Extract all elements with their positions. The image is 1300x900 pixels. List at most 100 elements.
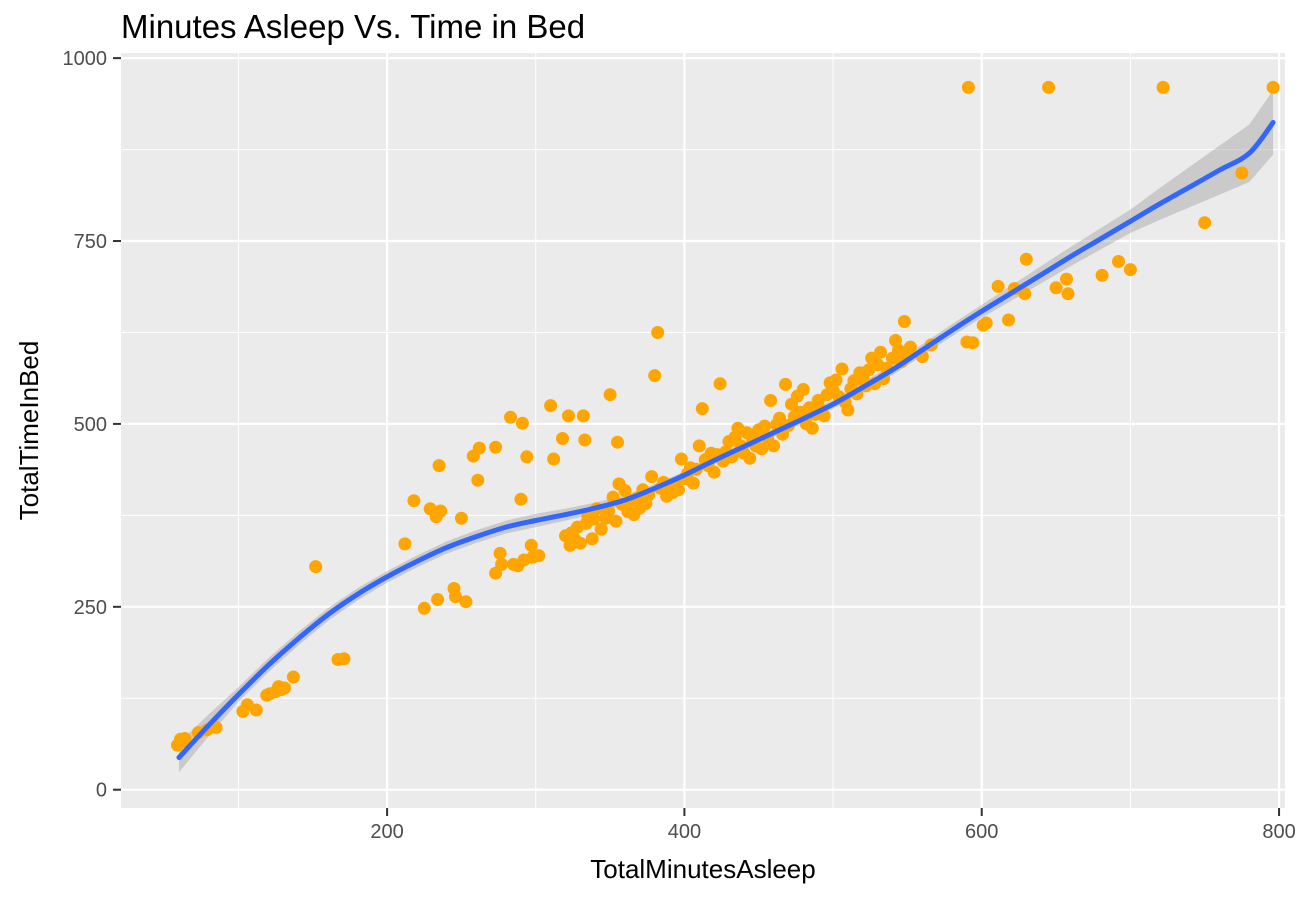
data-point [764, 394, 778, 407]
data-point [979, 316, 993, 330]
data-point [1095, 268, 1109, 282]
smooth-line [176, 120, 1276, 760]
x-tick-label: 400 [668, 821, 701, 843]
data-point [707, 465, 721, 479]
data-point [472, 441, 486, 455]
data-point [449, 590, 462, 604]
data-point [841, 403, 855, 417]
data-point [773, 411, 787, 425]
data-point [686, 476, 700, 490]
data-point [524, 538, 538, 552]
data-point [1002, 313, 1015, 327]
data-point [407, 494, 421, 508]
data-point [609, 514, 623, 528]
data-point [1266, 80, 1280, 94]
data-point [520, 450, 534, 464]
data-point [796, 383, 810, 396]
data-point [547, 452, 561, 466]
data-point [674, 452, 688, 466]
data-point [961, 80, 975, 94]
x-tick-label: 600 [965, 821, 998, 843]
data-point [645, 470, 659, 484]
data-point [309, 560, 323, 574]
data-point [1019, 252, 1033, 266]
data-point [692, 439, 706, 453]
data-point [1060, 272, 1073, 286]
data-points [171, 80, 1280, 752]
data-point [966, 336, 980, 350]
axis-ticks [113, 57, 1281, 816]
data-point [713, 377, 727, 391]
x-tick-label: 200 [370, 821, 403, 843]
data-point [432, 459, 446, 473]
major-grid [121, 53, 1285, 808]
data-point [903, 340, 917, 354]
plot-panel [121, 53, 1285, 808]
y-tick-label: 0 [96, 780, 107, 802]
data-point [1042, 80, 1056, 94]
data-point [514, 492, 528, 506]
data-point [278, 681, 291, 695]
y-tick-label: 1000 [63, 48, 108, 70]
data-point [695, 402, 709, 416]
data-point [743, 451, 757, 465]
data-point [755, 442, 769, 456]
data-point [337, 652, 351, 666]
chart-title: Minutes Asleep Vs. Time in Bed [121, 8, 586, 45]
y-tick-label: 250 [74, 597, 107, 619]
data-point [1123, 263, 1137, 277]
y-tick-label: 750 [74, 231, 107, 253]
data-point [1049, 281, 1063, 295]
data-point [1018, 287, 1032, 301]
data-point [573, 536, 587, 550]
tick-labels: 200 400 600 800 0 250 500 750 1000 [63, 48, 1296, 843]
data-point [178, 732, 192, 745]
data-point [578, 433, 592, 447]
data-point [493, 546, 507, 560]
data-point [562, 409, 575, 423]
data-point [576, 409, 590, 423]
data-point [459, 595, 473, 609]
y-tick-label: 500 [74, 414, 107, 436]
data-point [758, 419, 772, 433]
data-point [1235, 166, 1249, 180]
data-point [594, 522, 608, 536]
x-tick-label: 800 [1262, 821, 1295, 843]
data-point [603, 388, 617, 402]
data-point [897, 315, 911, 328]
data-point [829, 373, 843, 387]
data-point [991, 279, 1005, 293]
data-point [874, 345, 888, 359]
data-point [489, 440, 503, 454]
data-point [431, 593, 445, 606]
data-point [651, 326, 665, 339]
data-point [556, 432, 569, 445]
data-point [417, 601, 431, 615]
data-point [1112, 255, 1125, 268]
data-point [249, 703, 263, 717]
data-point [767, 439, 781, 453]
data-point [779, 377, 792, 391]
data-point [434, 504, 448, 518]
data-point [587, 512, 601, 526]
data-point [1156, 80, 1170, 94]
data-point [471, 473, 485, 487]
data-point [532, 549, 546, 563]
data-point [515, 416, 529, 430]
data-point [585, 532, 599, 546]
x-axis-title: TotalMinutesAsleep [590, 854, 815, 884]
data-point [1061, 287, 1075, 301]
y-axis-title: TotalTimeInBed [14, 341, 44, 521]
minor-grid [121, 53, 1285, 808]
data-point [544, 399, 558, 413]
data-point [611, 435, 624, 449]
data-point [648, 369, 662, 383]
data-point [495, 557, 509, 571]
data-point [1198, 216, 1212, 230]
data-point [286, 670, 300, 684]
data-point [504, 410, 517, 424]
data-point [398, 537, 412, 551]
data-point [618, 484, 632, 497]
data-point [835, 362, 849, 376]
